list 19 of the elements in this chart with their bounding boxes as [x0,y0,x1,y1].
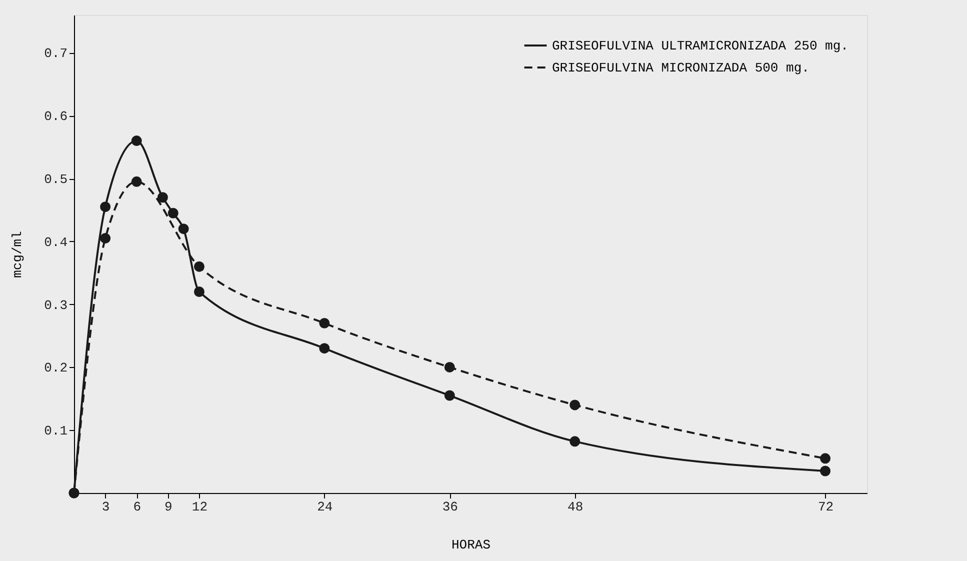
legend-label: GRISEOFULVINA MICRONIZADA 500 mg. [552,60,810,76]
x-tick-label: 48 [568,500,584,514]
y-tick-label: 0.4 [44,234,68,250]
x-tick-label: 3 [102,500,110,514]
x-tick-label: 24 [317,500,333,514]
y-axis-title: mcg/ml [10,230,26,278]
legend-label: GRISEOFULVINA ULTRAMICRONIZADA 250 mg. [552,38,848,54]
x-axis-title: HORAS [451,538,491,552]
x-tick-label: 12 [192,500,208,514]
x-tick-label: 9 [164,500,172,514]
x-tick-label: 72 [818,500,834,514]
x-tick-label: 6 [133,500,142,514]
y-tick-label: 0.1 [44,424,68,439]
y-tick-label: 0.3 [44,298,68,313]
y-tick-label: 0.6 [44,109,68,124]
y-tick-label: 0.7 [44,46,68,62]
y-tick-label: 0.2 [44,360,68,376]
x-tick-label: 36 [442,500,458,514]
y-tick-label: 0.5 [44,172,68,188]
